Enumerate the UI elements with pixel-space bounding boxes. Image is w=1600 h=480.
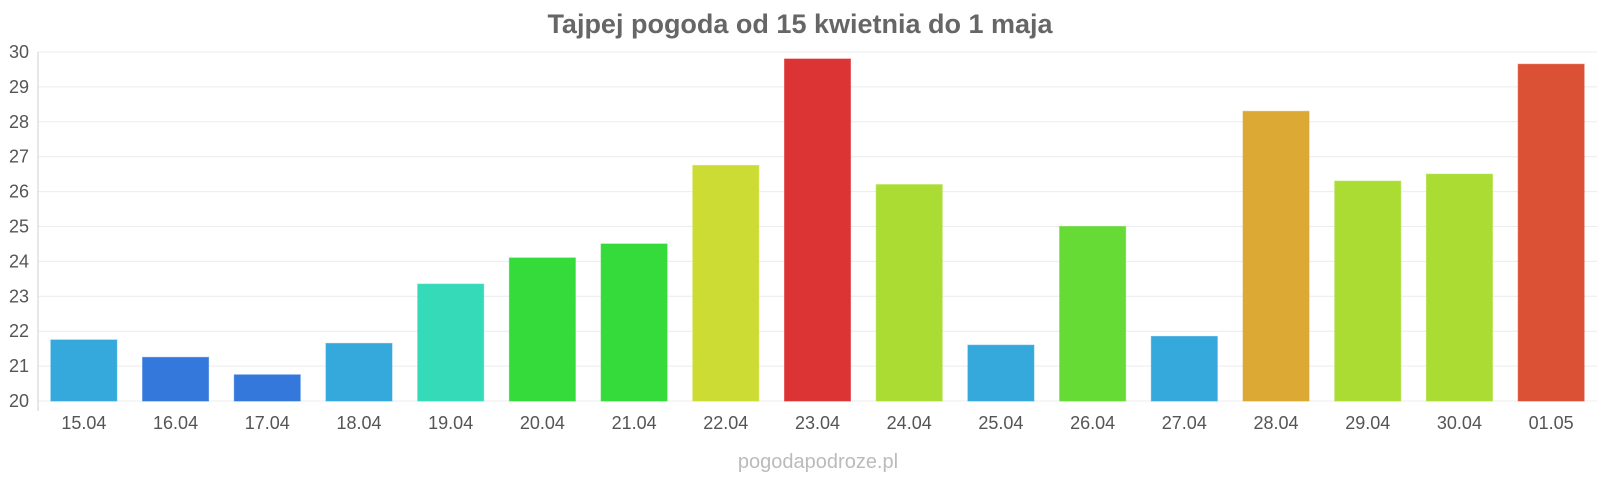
x-tick-label: 30.04 [1437, 413, 1482, 433]
y-tick-label: 25 [9, 217, 29, 237]
x-tick-label: 22.04 [703, 413, 748, 433]
x-tick-label: 23.04 [795, 413, 840, 433]
y-tick-label: 26 [9, 182, 29, 202]
x-tick-label: 29.04 [1345, 413, 1390, 433]
bar-19.04[interactable] [417, 283, 485, 402]
bar-30.04[interactable] [1425, 173, 1493, 402]
x-tick-label: 27.04 [1162, 413, 1207, 433]
bar-23.04[interactable] [784, 58, 851, 402]
bar-22.04[interactable] [692, 164, 760, 402]
y-tick-label: 29 [9, 77, 29, 97]
x-axis: 15.04 16.04 17.04 18.04 19.04 20.04 21.04 22.04… [61, 413, 1573, 433]
x-tick-label: 16.04 [153, 413, 198, 433]
x-tick-label: 21.04 [612, 413, 657, 433]
bar-28.04[interactable] [1242, 110, 1310, 402]
bar-18.04[interactable] [325, 342, 393, 402]
y-tick-label: 23 [9, 286, 29, 306]
bar-16.04[interactable] [142, 356, 210, 402]
y-tick-label: 27 [9, 147, 29, 167]
bar-15.04[interactable] [50, 339, 118, 402]
bars [50, 58, 1585, 402]
x-tick-label: 19.04 [428, 413, 473, 433]
x-tick-label: 15.04 [61, 413, 106, 433]
y-tick-label: 21 [9, 356, 29, 376]
y-tick-label: 22 [9, 321, 29, 341]
bar-25.04[interactable] [967, 344, 1035, 402]
bar-24.04[interactable] [875, 184, 943, 402]
bar-21.04[interactable] [600, 243, 668, 402]
x-tick-label: 20.04 [520, 413, 565, 433]
x-tick-label: 24.04 [887, 413, 932, 433]
bar-01.05[interactable] [1517, 63, 1585, 402]
bar-26.04[interactable] [1059, 226, 1127, 402]
bar-27.04[interactable] [1150, 335, 1218, 402]
bar-17.04[interactable] [233, 374, 301, 402]
x-tick-label: 25.04 [978, 413, 1023, 433]
x-tick-label: 28.04 [1254, 413, 1299, 433]
x-tick-label: 01.05 [1529, 413, 1574, 433]
y-axis: 20 21 22 23 24 25 26 27 28 29 30 [9, 42, 29, 411]
watermark: pogodapodroze.pl [738, 451, 898, 473]
y-tick-label: 28 [9, 112, 29, 132]
x-tick-label: 17.04 [245, 413, 290, 433]
y-tick-label: 24 [9, 251, 29, 271]
y-tick-label: 30 [9, 42, 29, 62]
x-tick-label: 26.04 [1070, 413, 1115, 433]
x-tick-label: 18.04 [336, 413, 381, 433]
y-tick-label: 20 [9, 391, 29, 411]
bar-29.04[interactable] [1334, 180, 1402, 402]
bar-20.04[interactable] [508, 257, 576, 402]
chart-title: Tajpej pogoda od 15 kwietnia do 1 maja [547, 9, 1053, 39]
